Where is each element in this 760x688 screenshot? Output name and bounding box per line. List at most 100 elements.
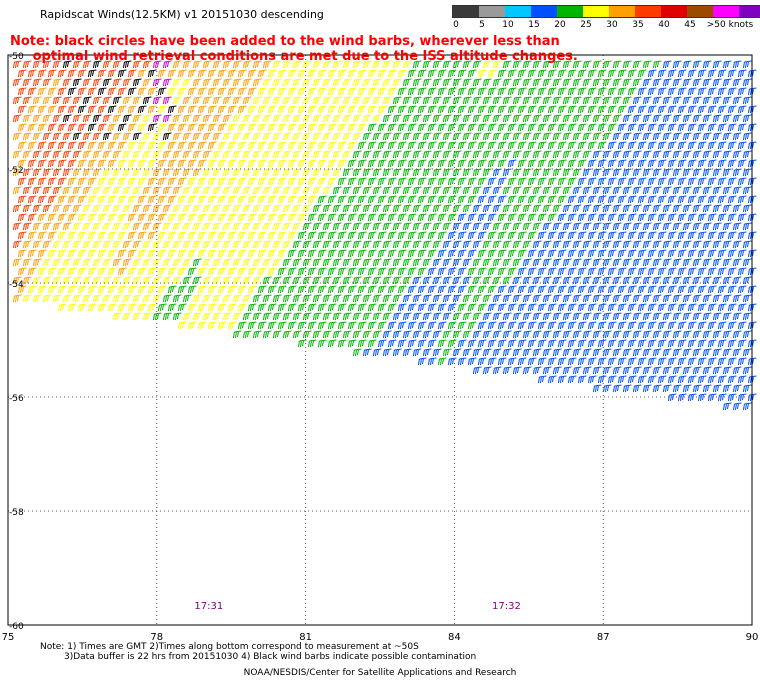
wind-barb bbox=[297, 249, 307, 258]
wind-barb bbox=[707, 159, 717, 168]
wind-barb bbox=[472, 78, 482, 87]
wind-barb bbox=[267, 249, 277, 258]
wind-barb bbox=[462, 78, 472, 87]
wind-barb bbox=[372, 312, 382, 321]
wind-barb bbox=[657, 231, 667, 240]
wind-barb bbox=[662, 132, 672, 141]
wind-barb bbox=[717, 141, 727, 150]
wind-barb bbox=[327, 69, 337, 78]
wind-barb bbox=[397, 321, 407, 330]
wind-barb bbox=[637, 339, 647, 348]
lat-tick-label: -52 bbox=[9, 166, 24, 176]
wind-barb bbox=[317, 285, 327, 294]
wind-barb bbox=[457, 249, 467, 258]
wind-barb bbox=[552, 222, 562, 231]
wind-barb bbox=[397, 249, 407, 258]
wind-barb bbox=[72, 60, 82, 69]
wind-barb bbox=[562, 132, 572, 141]
wind-barb bbox=[227, 105, 237, 114]
wind-barb bbox=[397, 123, 407, 132]
wind-barb bbox=[177, 249, 187, 258]
wind-barb bbox=[492, 60, 502, 69]
wind-barb bbox=[697, 339, 707, 348]
wind-barb bbox=[652, 222, 662, 231]
wind-barb bbox=[122, 168, 132, 177]
wind-barb bbox=[582, 78, 592, 87]
wind-barb bbox=[272, 330, 282, 339]
wind-barb bbox=[277, 105, 287, 114]
wind-barb bbox=[412, 276, 422, 285]
lat-tick-label: -54 bbox=[9, 280, 24, 290]
wind-barb bbox=[682, 150, 692, 159]
wind-barb bbox=[207, 69, 217, 78]
wind-barb bbox=[467, 267, 477, 276]
wind-barb bbox=[507, 159, 517, 168]
wind-barb bbox=[607, 321, 617, 330]
wind-barb bbox=[662, 114, 672, 123]
wind-barb bbox=[287, 249, 297, 258]
wind-barb bbox=[327, 231, 337, 240]
wind-barb bbox=[747, 177, 757, 186]
wind-barb bbox=[417, 267, 427, 276]
wind-barb bbox=[387, 69, 397, 78]
wind-barb bbox=[312, 96, 322, 105]
wind-barb bbox=[17, 159, 27, 168]
wind-barb bbox=[467, 303, 477, 312]
wind-barb bbox=[407, 177, 417, 186]
wind-barb bbox=[707, 393, 717, 402]
wind-barb bbox=[242, 312, 252, 321]
wind-barb bbox=[302, 168, 312, 177]
wind-barb bbox=[142, 96, 152, 105]
wind-barb bbox=[317, 141, 327, 150]
wind-barb bbox=[417, 321, 427, 330]
wind-barb bbox=[322, 114, 332, 123]
wind-barb bbox=[422, 312, 432, 321]
wind-barb bbox=[102, 132, 112, 141]
wind-barb bbox=[162, 294, 172, 303]
wind-barb bbox=[97, 159, 107, 168]
wind-barb bbox=[587, 159, 597, 168]
wind-barb bbox=[312, 276, 322, 285]
wind-barb bbox=[107, 249, 117, 258]
wind-barb bbox=[417, 213, 427, 222]
wind-barb bbox=[632, 276, 642, 285]
wind-barb bbox=[552, 114, 562, 123]
wind-barb bbox=[607, 69, 617, 78]
wind-barb bbox=[517, 213, 527, 222]
wind-barb bbox=[247, 69, 257, 78]
wind-barb bbox=[647, 339, 657, 348]
wind-barb bbox=[567, 177, 577, 186]
wind-barb bbox=[672, 240, 682, 249]
wind-barb bbox=[382, 186, 392, 195]
wind-barb bbox=[552, 276, 562, 285]
wind-barb bbox=[52, 114, 62, 123]
wind-barb bbox=[502, 60, 512, 69]
wind-barb bbox=[77, 159, 87, 168]
wind-barb bbox=[632, 384, 642, 393]
wind-barb bbox=[62, 240, 72, 249]
wind-barb bbox=[337, 159, 347, 168]
wind-barb bbox=[147, 159, 157, 168]
wind-barb bbox=[597, 249, 607, 258]
wind-barb bbox=[662, 204, 672, 213]
wind-barb bbox=[552, 348, 562, 357]
wind-barb bbox=[492, 330, 502, 339]
wind-barb bbox=[367, 321, 377, 330]
wind-barb bbox=[682, 384, 692, 393]
wind-barb bbox=[677, 69, 687, 78]
wind-barb bbox=[32, 150, 42, 159]
wind-barb bbox=[417, 69, 427, 78]
map-title: Rapidscat Winds(12.5KM) v1 20151030 desc… bbox=[40, 8, 324, 21]
wind-barb bbox=[302, 150, 312, 159]
wind-barb bbox=[277, 213, 287, 222]
legend-color-bar bbox=[452, 5, 760, 18]
wind-barb bbox=[722, 150, 732, 159]
wind-barb bbox=[622, 240, 632, 249]
wind-barb bbox=[32, 222, 42, 231]
wind-barb bbox=[262, 78, 272, 87]
wind-barb bbox=[322, 150, 332, 159]
wind-barb bbox=[602, 330, 612, 339]
lat-tick-label: -50 bbox=[9, 52, 24, 62]
wind-barb bbox=[177, 123, 187, 132]
wind-barb bbox=[742, 204, 752, 213]
